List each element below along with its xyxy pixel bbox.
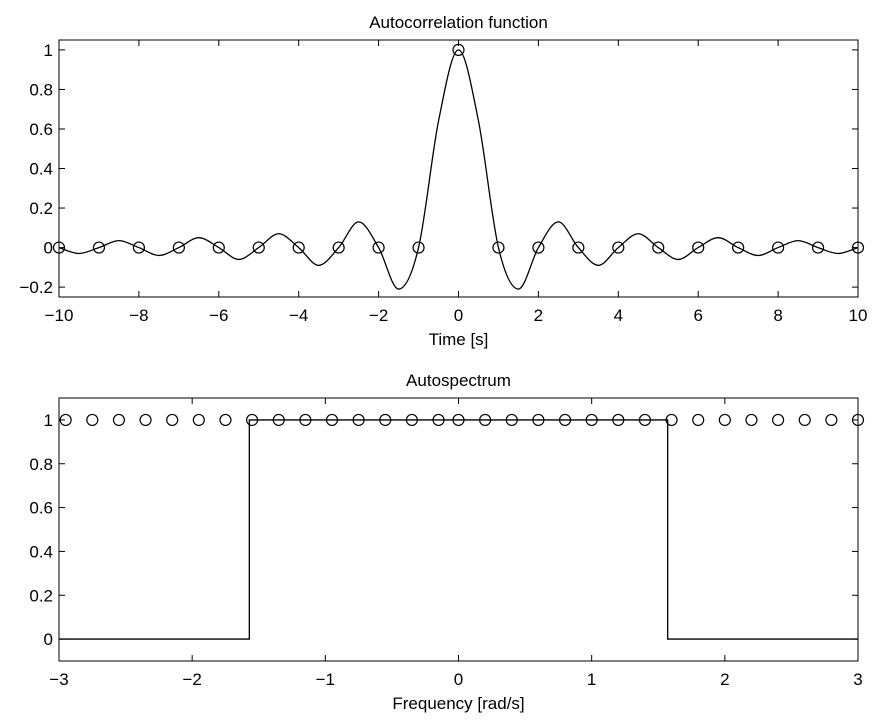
data-point-marker (745, 413, 758, 427)
data-point-marker (532, 241, 545, 254)
x-tick-label: −6 (209, 306, 228, 325)
data-point-marker (798, 413, 811, 427)
data-point-marker (112, 413, 126, 427)
data-point-marker (252, 241, 265, 254)
autocorrelation-x-ticks: −10 −8 −6 −4 −2 0 2 4 6 8 10 (45, 40, 868, 325)
data-point-marker (572, 241, 585, 254)
data-point-marker (432, 413, 445, 427)
data-point-marker (532, 413, 545, 427)
autospectrum-plot-area (59, 413, 865, 640)
y-tick-label: 0.4 (29, 160, 53, 179)
data-point-marker (139, 413, 152, 427)
y-tick-label: 0.6 (29, 499, 53, 518)
autospectrum-x-ticks: −3 −2 −1 0 1 2 3 (49, 398, 863, 689)
data-point-marker (372, 241, 385, 254)
data-point-marker (825, 413, 838, 427)
data-point-marker (505, 413, 518, 427)
data-point-marker (332, 241, 345, 254)
data-point-marker (219, 413, 232, 427)
autospectrum-plot: Autospectrum −3 −2 −1 0 1 2 3 0 0.2 0.4 0.6 0.8 1 F… (29, 371, 865, 713)
data-point-marker (732, 241, 745, 254)
x-tick-label: 2 (534, 306, 543, 325)
autocorrelation-axes-frame (58, 39, 859, 298)
y-tick-label: −0.2 (19, 278, 53, 297)
y-tick-label: 0.2 (29, 586, 53, 605)
data-point-marker (245, 413, 259, 427)
data-point-marker (92, 241, 106, 254)
data-point-marker (192, 413, 205, 427)
data-point-marker (412, 241, 425, 254)
autospectrum-title: Autospectrum (406, 371, 511, 390)
x-tick-label: 1 (587, 670, 596, 689)
x-tick-label: −2 (369, 306, 388, 325)
x-tick-label: −4 (289, 306, 308, 325)
autospectrum-x-axis-label: Frequency [rad/s] (392, 694, 524, 713)
data-point-marker (558, 413, 572, 427)
data-point-marker (212, 241, 225, 254)
data-point-marker (452, 413, 465, 427)
data-point-marker (479, 413, 492, 427)
autocorrelation-plot-area (52, 43, 865, 290)
x-tick-label: 10 (849, 306, 868, 325)
x-tick-label: −10 (45, 306, 74, 325)
data-point-marker (692, 241, 705, 254)
y-tick-label: 0.8 (29, 80, 53, 99)
data-point-marker (811, 241, 825, 254)
data-point-marker (585, 413, 598, 427)
x-tick-label: −3 (49, 670, 68, 689)
data-point-marker (652, 241, 665, 254)
data-point-marker (692, 413, 705, 427)
autocorrelation-y-ticks: −0.2 0 0.2 0.4 0.6 0.8 1 (19, 41, 858, 297)
data-point-marker (86, 413, 99, 427)
series-line (59, 419, 858, 640)
autocorrelation-plot: Autocorrelation function −10 −8 −6 −4 −2 0 2 4 6… (19, 13, 867, 349)
series-line (58, 49, 859, 290)
data-point-marker (299, 413, 312, 427)
y-tick-label: 0.8 (29, 455, 53, 474)
data-point-marker (166, 413, 179, 427)
y-tick-label: 0.2 (29, 199, 53, 218)
x-tick-label: 3 (853, 670, 862, 689)
data-point-marker (718, 413, 731, 427)
data-point-marker (638, 413, 652, 427)
y-tick-label: 1 (44, 41, 53, 60)
data-point-marker (325, 413, 339, 427)
y-tick-label: 0 (44, 630, 53, 649)
data-point-marker (405, 413, 418, 427)
data-point-marker (612, 241, 625, 254)
x-tick-label: 4 (614, 306, 623, 325)
x-tick-label: 8 (773, 306, 782, 325)
data-point-marker (379, 413, 392, 427)
data-point-marker (771, 241, 785, 254)
autocorrelation-title: Autocorrelation function (369, 13, 548, 32)
data-point-marker (132, 241, 145, 254)
x-tick-label: 0 (454, 306, 463, 325)
x-tick-label: 6 (693, 306, 702, 325)
y-tick-label: 0 (44, 239, 53, 258)
y-tick-label: 0.4 (29, 542, 53, 561)
y-tick-label: 0.6 (29, 120, 53, 139)
data-point-marker (612, 413, 625, 427)
data-point-marker (492, 241, 505, 254)
data-point-marker (352, 413, 365, 427)
x-tick-label: 2 (720, 670, 729, 689)
autospectrum-y-ticks: 0 0.2 0.4 0.6 0.8 1 (29, 411, 858, 649)
x-tick-label: 0 (454, 670, 463, 689)
y-tick-label: 1 (44, 411, 53, 430)
data-point-marker (771, 413, 785, 427)
data-point-marker (272, 413, 285, 427)
data-point-marker (292, 241, 305, 254)
data-point-marker (172, 241, 185, 254)
x-tick-label: −8 (129, 306, 148, 325)
data-point-marker (665, 413, 678, 427)
autocorrelation-x-axis-label: Time [s] (429, 330, 489, 349)
x-tick-label: −2 (182, 670, 201, 689)
autospectrum-axes-frame (58, 397, 859, 662)
x-tick-label: −1 (316, 670, 335, 689)
